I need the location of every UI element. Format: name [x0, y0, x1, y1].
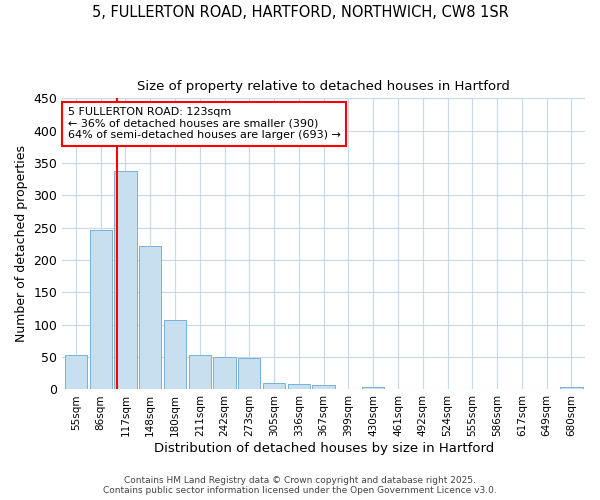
Bar — [115, 172, 137, 390]
Bar — [560, 387, 583, 390]
Bar — [362, 387, 385, 390]
Bar — [288, 384, 310, 390]
Text: Contains HM Land Registry data © Crown copyright and database right 2025.
Contai: Contains HM Land Registry data © Crown c… — [103, 476, 497, 495]
Text: 5, FULLERTON ROAD, HARTFORD, NORTHWICH, CW8 1SR: 5, FULLERTON ROAD, HARTFORD, NORTHWICH, … — [92, 5, 508, 20]
Bar — [263, 383, 285, 390]
Bar — [214, 357, 236, 390]
Text: 5 FULLERTON ROAD: 123sqm
← 36% of detached houses are smaller (390)
64% of semi-: 5 FULLERTON ROAD: 123sqm ← 36% of detach… — [68, 107, 340, 140]
Bar — [164, 320, 186, 390]
Y-axis label: Number of detached properties: Number of detached properties — [15, 146, 28, 342]
Bar — [188, 355, 211, 390]
Title: Size of property relative to detached houses in Hartford: Size of property relative to detached ho… — [137, 80, 510, 93]
Bar — [313, 385, 335, 390]
Bar — [238, 358, 260, 390]
Bar — [139, 246, 161, 390]
Bar — [65, 355, 87, 390]
Bar — [89, 230, 112, 390]
X-axis label: Distribution of detached houses by size in Hartford: Distribution of detached houses by size … — [154, 442, 494, 455]
